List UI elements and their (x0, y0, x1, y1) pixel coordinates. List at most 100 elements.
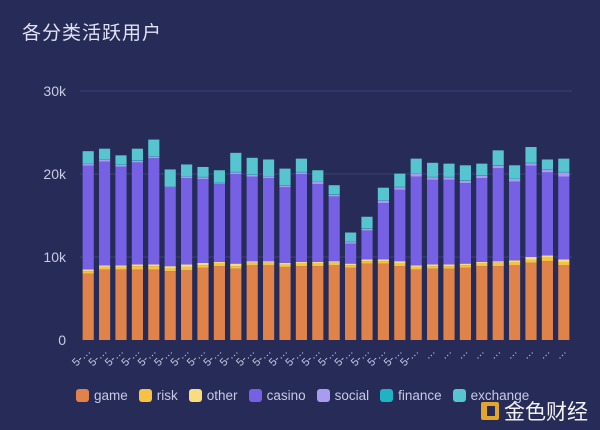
bar-risk (263, 262, 275, 266)
watermark-logo-icon (481, 402, 499, 420)
bar-game (328, 265, 340, 340)
bar-exchange (197, 166, 209, 177)
watermark: 金色财经 (481, 396, 588, 426)
bar-casino (115, 166, 127, 266)
bar-risk (82, 271, 94, 274)
legend-item-risk[interactable]: risk (138, 388, 178, 403)
bar-risk (279, 264, 291, 267)
bar-casino (345, 243, 357, 264)
bar-casino (509, 181, 521, 261)
bar-other (99, 265, 111, 267)
bar-social (509, 178, 521, 182)
bar-social (525, 163, 537, 166)
bar-other (115, 265, 127, 267)
bar-casino (394, 189, 406, 262)
bar-exchange (148, 139, 160, 157)
legend-label: other (206, 388, 238, 403)
bar-exchange (164, 169, 176, 187)
bar-other (279, 262, 291, 265)
bar-social (295, 172, 307, 174)
bar-social (394, 187, 406, 190)
bar-risk (525, 259, 537, 263)
bar-casino (164, 187, 176, 267)
bar-other (509, 260, 521, 262)
bar-other (213, 261, 225, 264)
bar-exchange (459, 165, 471, 181)
bar-social (213, 183, 225, 184)
bar-casino (541, 172, 553, 256)
bar-social (410, 174, 422, 177)
y-tick-label: 10k (43, 249, 67, 265)
bar-casino (246, 176, 258, 262)
y-tick-label: 30k (43, 83, 67, 99)
bar-casino (279, 187, 291, 263)
bar-other (148, 264, 160, 267)
bar-exchange (443, 163, 455, 177)
bar-exchange (525, 147, 537, 163)
legend-label: casino (266, 388, 306, 403)
bar-other (476, 261, 488, 264)
bar-social (427, 177, 439, 180)
bar-casino (459, 183, 471, 264)
bar-exchange (492, 150, 504, 166)
legend-item-exchange[interactable]: exchange (452, 388, 530, 403)
bar-other (459, 263, 471, 266)
bar-risk (476, 263, 488, 267)
bar-social (115, 164, 127, 167)
bar-risk (541, 257, 553, 262)
y-tick-label: 0 (58, 332, 66, 348)
bar-other (345, 263, 357, 266)
bar-exchange (541, 159, 553, 170)
bar-other (230, 263, 242, 267)
bar-risk (377, 261, 389, 264)
bar-risk (427, 266, 439, 269)
bar-other (197, 262, 209, 266)
bar-other (312, 261, 324, 264)
bar-other (558, 259, 570, 262)
x-tick-label: … (503, 346, 519, 362)
bar-exchange (131, 148, 143, 161)
bar-social (558, 172, 570, 177)
legend-item-casino[interactable]: casino (248, 388, 306, 403)
legend-item-game[interactable]: game (76, 388, 128, 403)
bar-game (148, 269, 160, 340)
bar-game (115, 269, 127, 340)
bar-other (328, 261, 340, 263)
bar-social (230, 172, 242, 174)
legend-item-finance[interactable]: finance (380, 388, 442, 403)
chart-title: 各分类活跃用户 (22, 22, 163, 44)
bar-exchange (295, 158, 307, 172)
bar-exchange (181, 164, 193, 177)
x-tick-label: … (553, 346, 569, 362)
bar-other (131, 264, 143, 267)
legend-item-other[interactable]: other (188, 388, 238, 403)
bar-other (164, 266, 176, 269)
bar-game (427, 268, 439, 340)
bar-casino (377, 203, 389, 260)
bar-game (394, 266, 406, 340)
bar-social (148, 156, 160, 159)
bar-game (509, 265, 521, 340)
bar-social (263, 176, 275, 179)
legend-swatch (452, 389, 466, 402)
bar-casino (558, 176, 570, 260)
bar-exchange (279, 168, 291, 186)
legend-label: exchange (470, 388, 530, 403)
bar-other (541, 255, 553, 258)
legend-item-social[interactable]: social (316, 388, 369, 403)
bar-risk (131, 266, 143, 270)
bar-social (377, 200, 389, 204)
bar-exchange (115, 155, 127, 165)
bar-social (279, 185, 291, 188)
watermark-text: 金色财经 (504, 400, 588, 424)
legend-swatch (76, 389, 89, 402)
bar-game (213, 266, 225, 340)
bar-casino (263, 178, 275, 262)
bar-game (82, 273, 94, 340)
bar-other (181, 264, 193, 267)
bar-game (541, 261, 553, 340)
bar-other (295, 261, 307, 264)
bar-social (541, 169, 553, 173)
bar-casino (410, 176, 422, 266)
